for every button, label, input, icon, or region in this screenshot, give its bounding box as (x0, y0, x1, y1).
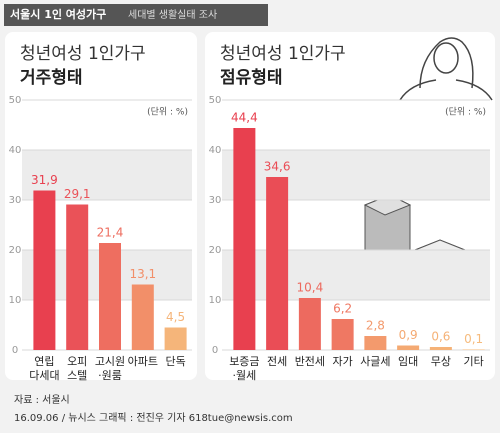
x-tick-label: 오피 (67, 355, 87, 368)
value-label: 2,8 (366, 319, 385, 333)
header-title: 서울시 1인 여성가구 (10, 7, 106, 21)
header-subtitle: 세대별 생활실태 조사 (128, 8, 217, 21)
bar (233, 128, 256, 350)
bar (99, 243, 121, 350)
x-tick-label: 고시원 (95, 355, 125, 368)
bar (429, 347, 452, 350)
y-tick-label: 10 (209, 295, 222, 306)
y-tick-label: 20 (209, 245, 222, 256)
bar (164, 327, 187, 350)
woman-icon (399, 37, 493, 101)
bar (397, 345, 420, 350)
y-tick-label: 0 (12, 345, 18, 356)
chart-title: 청년여성 1인가구 (220, 44, 346, 64)
x-tick-label: 자가 (333, 355, 353, 368)
value-label: 13,1 (129, 267, 156, 281)
y-tick-label: 50 (209, 95, 222, 106)
y-tick-label: 40 (209, 145, 222, 156)
x-tick-label: 단독 (165, 355, 185, 368)
grid-band (222, 150, 490, 200)
bar (33, 190, 56, 350)
value-label: 0,6 (431, 330, 450, 344)
value-label: 0,9 (399, 328, 418, 342)
y-tick-label: 30 (9, 195, 22, 206)
value-label: 31,9 (31, 173, 58, 187)
value-label: 0,1 (464, 332, 483, 346)
credit: 16.09.06 / 뉴시스 그래픽 : 전진우 기자 618tue@newsi… (14, 412, 293, 424)
y-tick-label: 30 (209, 195, 222, 206)
x-tick-label: 스텔 (67, 369, 87, 382)
bar (462, 349, 485, 350)
x-tick-label: 연립 (34, 355, 54, 368)
value-label: 4,5 (166, 310, 185, 324)
grid-band (222, 250, 490, 300)
value-label: 29,1 (64, 187, 91, 201)
unit-label: (단위 : %) (147, 107, 188, 118)
y-tick-label: 50 (9, 95, 22, 106)
bar (66, 204, 89, 350)
y-tick-label: 0 (212, 345, 218, 356)
chart-subtitle: 점유형태 (220, 67, 283, 88)
x-tick-label: ·월세 (233, 369, 257, 382)
x-tick-label: ·원룸 (98, 369, 122, 382)
chart-subtitle: 거주형태 (20, 67, 83, 88)
y-tick-label: 10 (9, 295, 22, 306)
bar (298, 298, 321, 350)
value-label: 6,2 (333, 302, 352, 316)
source: 자료 : 서울시 (14, 394, 70, 406)
y-tick-label: 20 (9, 245, 22, 256)
x-tick-label: 기타 (464, 355, 484, 368)
value-label: 21,4 (97, 226, 124, 240)
x-tick-label: 아파트 (128, 355, 158, 368)
x-tick-label: 임대 (398, 355, 418, 368)
chart-title: 청년여성 1인가구 (20, 44, 146, 64)
bar (266, 177, 289, 350)
bar (331, 319, 354, 350)
header-tab (4, 4, 268, 26)
x-tick-label: 보증금 (229, 355, 259, 368)
value-label: 44,4 (231, 111, 258, 125)
x-tick-label: 전세 (267, 355, 287, 368)
value-label: 10,4 (297, 281, 324, 295)
x-tick-label: 다세대 (29, 369, 59, 382)
bar (131, 284, 154, 350)
unit-label: (단위 : %) (445, 107, 486, 118)
y-tick-label: 40 (9, 145, 22, 156)
x-tick-label: 사글세 (360, 355, 390, 368)
value-label: 34,6 (264, 160, 291, 174)
x-tick-label: 반전세 (295, 355, 325, 368)
bar (364, 336, 387, 350)
x-tick-label: 무상 (431, 355, 451, 368)
